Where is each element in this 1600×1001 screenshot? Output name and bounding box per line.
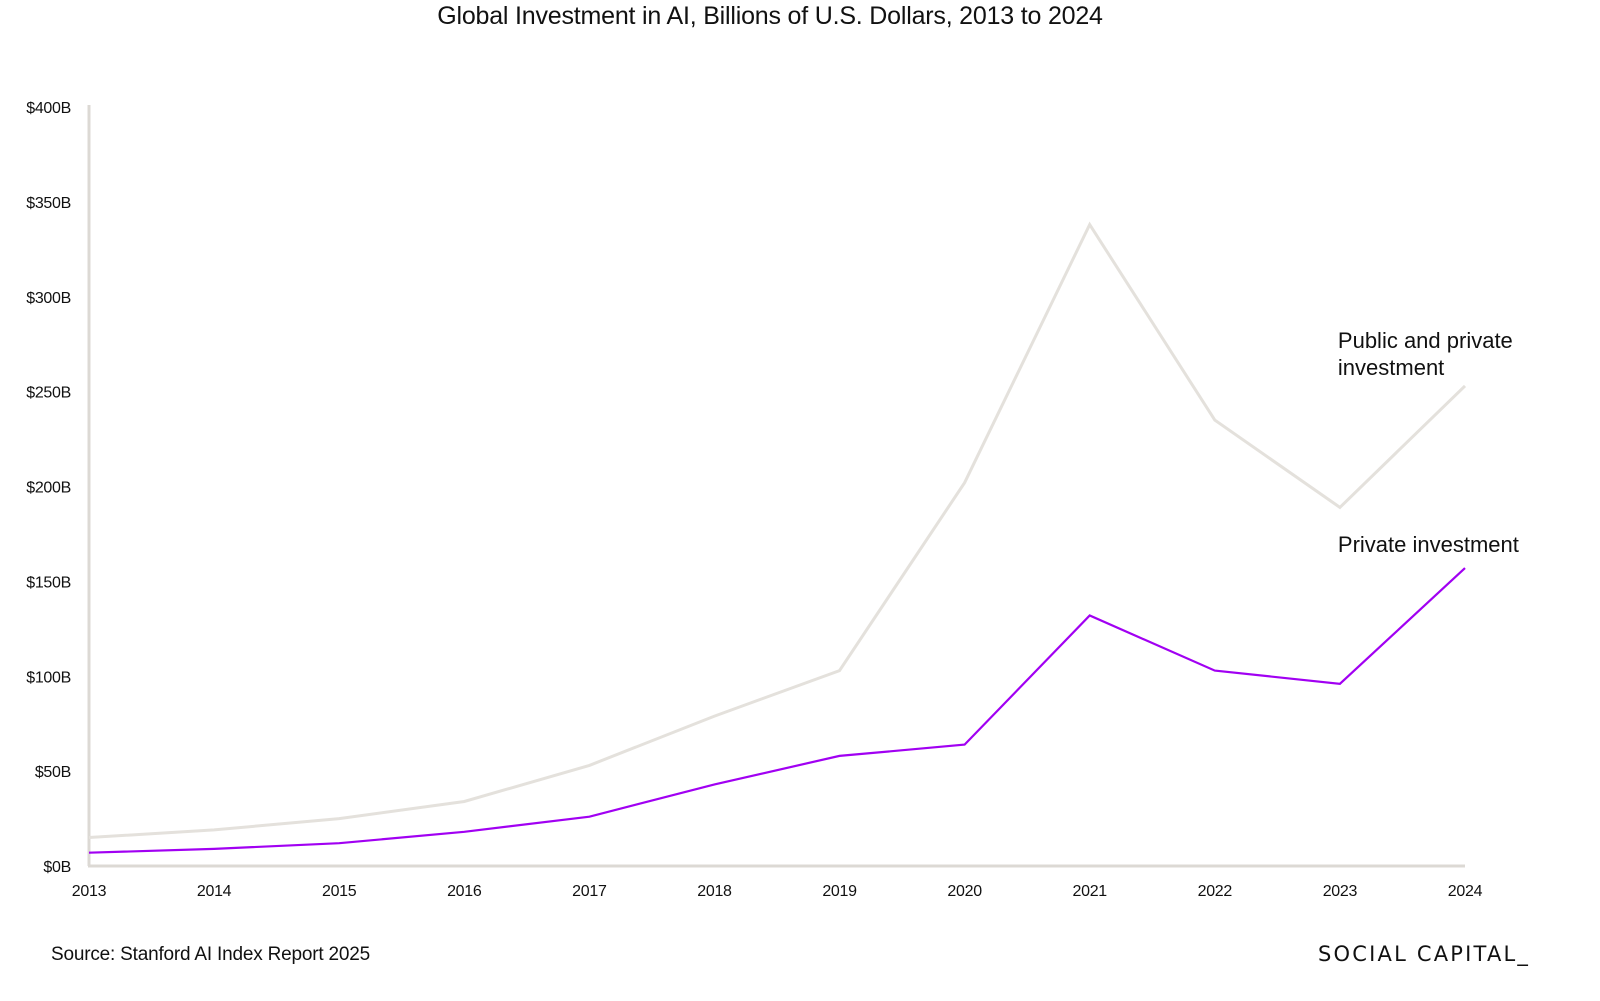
x-tick-label: 2021 — [1073, 883, 1108, 900]
x-tick-label: 2020 — [947, 883, 982, 900]
x-tick-label: 2022 — [1198, 883, 1233, 900]
series-line-private — [88, 567, 1466, 854]
x-tick-label: 2018 — [697, 883, 732, 900]
y-tick-label: $350B — [26, 195, 71, 212]
y-tick-label: $100B — [26, 669, 71, 686]
series-lines — [88, 221, 1467, 854]
source-note: Source: Stanford AI Index Report 2025 — [51, 944, 370, 965]
x-tick-label: 2014 — [197, 883, 232, 900]
series-line-public-and-private — [88, 221, 1467, 839]
y-tick-label: $150B — [26, 574, 71, 591]
axes — [87, 105, 1465, 868]
series-label-public-and-private: Public and private investment — [1338, 328, 1513, 380]
y-tick-label: $300B — [26, 290, 71, 307]
x-tick-label: 2017 — [572, 883, 607, 900]
series-label-private: Private investment — [1338, 532, 1519, 557]
y-tick-label: $200B — [26, 480, 71, 497]
x-tick-label: 2024 — [1448, 883, 1483, 900]
x-axis-ticks: 2013 2014 2015 2016 2017 2018 2019 2020 2021 2022… — [72, 883, 1483, 900]
chart-title: Global Investment in AI, Billions of U.S… — [437, 2, 1103, 30]
y-axis-ticks: $0B $50B $100B $150B $200B $250B $300B $350B $40… — [26, 100, 71, 876]
y-tick-label: $50B — [35, 764, 71, 781]
x-tick-label: 2023 — [1323, 883, 1358, 900]
x-tick-label: 2013 — [72, 883, 107, 900]
y-tick-label: $400B — [26, 100, 71, 117]
x-tick-label: 2016 — [447, 883, 482, 900]
x-tick-label: 2019 — [822, 883, 857, 900]
x-tick-label: 2015 — [322, 883, 357, 900]
brand-logo: SOCIAL CAPITAL_ — [1318, 942, 1531, 966]
y-tick-label: $0B — [43, 859, 71, 876]
y-tick-label: $250B — [26, 385, 71, 402]
series-labels: Public and private investment Private inve… — [1338, 328, 1519, 557]
